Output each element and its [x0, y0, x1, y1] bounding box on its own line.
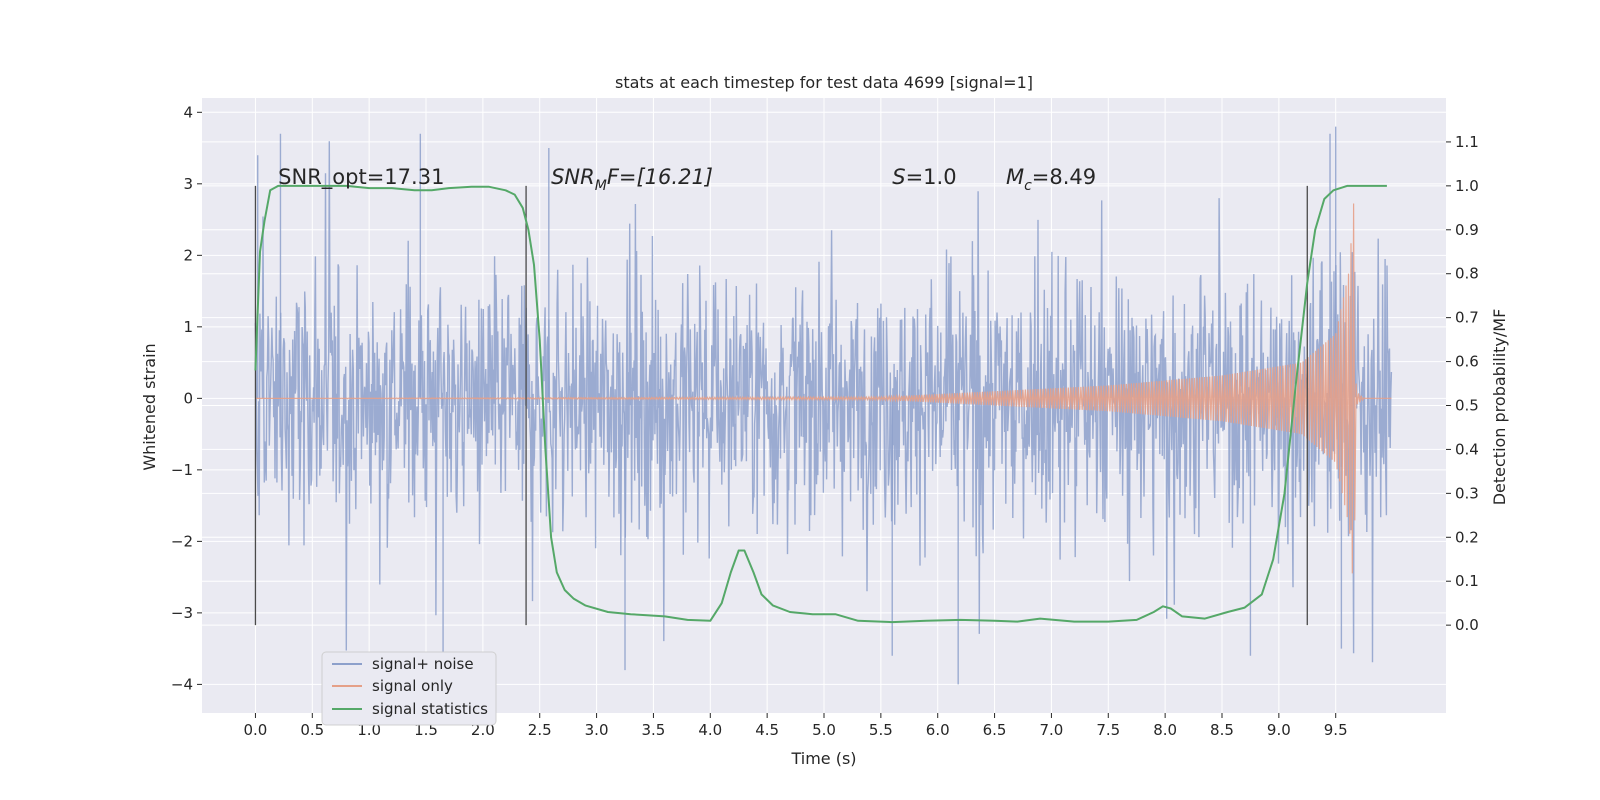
x-tick-label: 6.5	[983, 721, 1007, 739]
y-tick-label: −4	[171, 675, 193, 693]
y-tick-label: 4	[183, 103, 193, 121]
y-tick-label: 2	[183, 246, 193, 264]
y-tick-label: −1	[171, 461, 193, 479]
y-tick-label: 0	[183, 389, 193, 407]
x-tick-label: 6.0	[926, 721, 950, 739]
x-tick-label: 4.5	[755, 721, 779, 739]
y-tick-label-right: 0.9	[1455, 221, 1479, 239]
x-tick-label: 3.0	[585, 721, 609, 739]
series-layer	[254, 126, 1393, 685]
y-tick-label-right: 0.2	[1455, 528, 1479, 546]
y-axis-label-right: Detection probability/MF	[1490, 309, 1509, 506]
x-axis-label: Time (s)	[790, 749, 856, 768]
series-signal-only	[255, 203, 1392, 574]
x-tick-label: 0.0	[244, 721, 268, 739]
y-tick-label-right: 0.7	[1455, 309, 1479, 327]
x-tick-label: 9.5	[1324, 721, 1348, 739]
y-tick-label: −2	[171, 532, 193, 550]
y-tick-label-right: 1.0	[1455, 177, 1479, 195]
y-tick-label-right: 0.3	[1455, 484, 1479, 502]
x-tick-label: 0.5	[300, 721, 324, 739]
legend: signal+ noise signal only signal statist…	[321, 651, 497, 726]
legend-label-signal-noise: signal+ noise	[372, 655, 474, 673]
x-tick-label: 3.5	[642, 721, 666, 739]
y-tick-label-right: 0.1	[1455, 572, 1479, 590]
series-signal-statistics	[254, 184, 1387, 624]
y-tick-label: 3	[183, 175, 193, 193]
annotation-snr-opt: SNR_opt=17.31	[278, 165, 444, 190]
annotation-s-value: S=1.0	[892, 165, 956, 189]
y-tick-label-right: 0.0	[1455, 616, 1479, 634]
y-tick-label: 1	[183, 318, 193, 336]
x-tick-label: 5.0	[812, 721, 836, 739]
y-tick-label-right: 1.1	[1455, 133, 1479, 151]
y-tick-label: −3	[171, 604, 193, 622]
legend-box	[321, 651, 497, 726]
x-tick-label: 5.5	[869, 721, 893, 739]
y-tick-label-right: 0.8	[1455, 265, 1479, 283]
y-tick-label-right: 0.6	[1455, 353, 1479, 371]
x-tick-label: 8.5	[1210, 721, 1234, 739]
y-tick-label-right: 0.4	[1455, 440, 1479, 458]
x-tick-label: 4.0	[698, 721, 722, 739]
x-tick-label: 7.0	[1039, 721, 1063, 739]
legend-label-signal-only: signal only	[372, 677, 453, 695]
annotation-snr-mf: SNRMF=[16.21]	[551, 165, 713, 194]
x-tick-label: 2.5	[528, 721, 552, 739]
chart-title: stats at each timestep for test data 469…	[615, 73, 1033, 92]
annotation-mc-value: Mc=8.49	[1006, 165, 1096, 194]
legend-label-signal-statistics: signal statistics	[372, 700, 488, 718]
x-tick-label: 9.0	[1267, 721, 1291, 739]
annotations: SNR_opt=17.31 SNRMF=[16.21] S=1.0 Mc=8.4…	[278, 165, 1096, 194]
y-axis-label: Whitened strain	[140, 343, 159, 470]
x-tick-label: 7.5	[1096, 721, 1120, 739]
x-tick-label: 8.0	[1153, 721, 1177, 739]
y-tick-label-right: 0.5	[1455, 397, 1479, 415]
